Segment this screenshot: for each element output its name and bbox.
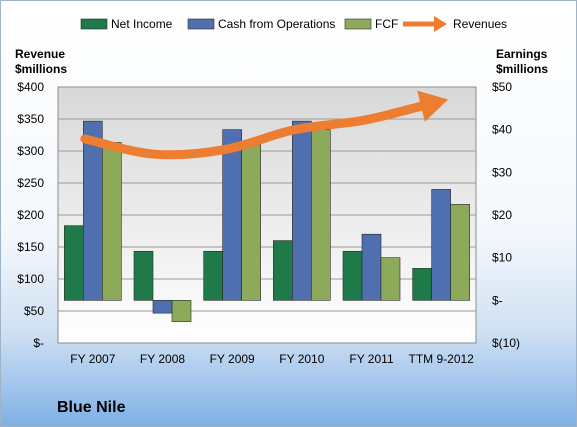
legend-label: Net Income (111, 17, 173, 31)
bar-fcf (102, 142, 122, 301)
left-tick-label: $300 (17, 144, 44, 158)
left-axis-title: Revenue $millions (15, 47, 68, 76)
bar-net-income (342, 250, 363, 301)
right-tick-label: $- (492, 293, 503, 307)
bar-net-income (133, 250, 154, 301)
right-tick-label: $10 (492, 251, 512, 265)
bar-cash-from-operations (83, 120, 103, 301)
left-tick-label: $100 (17, 272, 44, 286)
bar-net-income (273, 240, 293, 301)
left-tick-label: $200 (17, 208, 44, 222)
x-tick-label: TTM 9-2012 (408, 352, 474, 366)
right-tick-label: $30 (492, 165, 512, 179)
left-tick-label: $- (33, 336, 44, 350)
x-tick-label: FY 2011 (349, 352, 394, 366)
right-tick-label: $(10) (492, 336, 520, 350)
legend-swatch-fcf (344, 18, 372, 30)
x-tick-label: FY 2009 (210, 352, 255, 366)
revenues-line (80, 101, 426, 160)
left-tick-label: $350 (17, 112, 44, 126)
x-tick-label: FY 2010 (279, 352, 324, 366)
x-tick-label: FY 2008 (140, 352, 185, 366)
right-tick-label: $50 (492, 80, 512, 94)
bar-net-income (64, 225, 84, 301)
legend-swatch-net-income (80, 18, 108, 30)
legend-label: Revenues (453, 17, 507, 31)
bar-fcf (450, 204, 470, 301)
bar-net-income (412, 268, 432, 301)
bar-fcf (380, 257, 401, 301)
x-tick-label: FY 2007 (70, 352, 115, 366)
legend-swatch-revenues-arrow (434, 16, 447, 32)
right-tick-label: $40 (492, 123, 512, 137)
left-tick-label: $150 (17, 240, 44, 254)
right-tick-label: $20 (492, 208, 512, 222)
right-axis-title: Earnings $millions (496, 47, 549, 76)
bar-fcf (171, 300, 192, 322)
bar-cash-from-operations (152, 300, 173, 314)
bar-cash-from-operations (361, 233, 382, 301)
left-tick-label: $50 (24, 304, 44, 318)
bar-cash-from-operations (292, 120, 312, 301)
bar-fcf (311, 129, 331, 301)
legend-label: FCF (375, 17, 398, 31)
bar-cash-from-operations (222, 129, 242, 301)
bar-net-income (203, 250, 223, 301)
bar-fcf (241, 144, 261, 301)
legend-label: Cash from Operations (218, 17, 335, 31)
revenues-arrowhead (417, 90, 449, 122)
bar-cash-from-operations (431, 189, 451, 301)
left-tick-label: $400 (17, 80, 44, 94)
company-name: Blue Nile (57, 399, 126, 416)
legend-swatch-cash-from-operations (187, 18, 215, 30)
left-tick-label: $250 (17, 176, 44, 190)
